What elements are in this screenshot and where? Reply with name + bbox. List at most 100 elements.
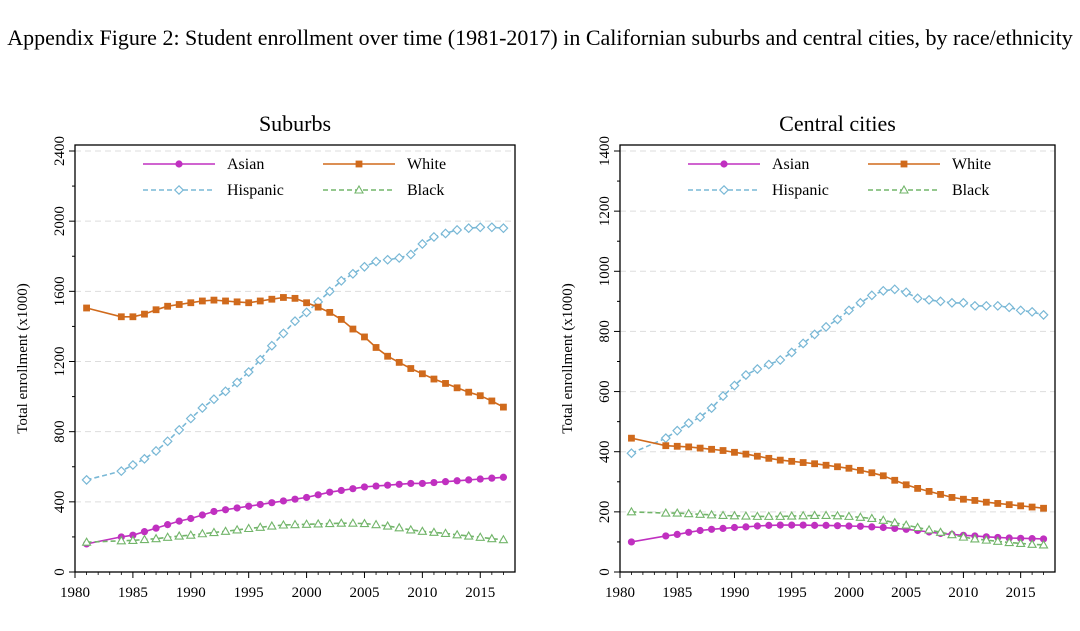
data-point-white (233, 298, 241, 306)
data-point-white (291, 294, 299, 302)
data-point-black (185, 530, 196, 539)
data-point-black (127, 535, 138, 544)
data-point-hispanic (992, 300, 1003, 311)
data-point-asian (164, 521, 172, 529)
data-point-white (349, 325, 357, 333)
y-tick-label: 1200 (52, 347, 68, 377)
x-tick-label: 1990 (719, 585, 749, 601)
data-point-black (290, 519, 300, 529)
data-point-hispanic (417, 238, 428, 250)
data-point-black (752, 511, 763, 520)
y-tick-label: 600 (597, 380, 613, 403)
x-tick-label: 2015 (465, 585, 495, 601)
data-point-white (673, 442, 681, 450)
legend-item-black: Black (323, 182, 444, 199)
data-point-white (765, 454, 773, 462)
data-point-black (695, 509, 706, 518)
data-point-asian (811, 521, 819, 529)
data-point-hispanic (116, 466, 127, 477)
data-point-asian (845, 522, 853, 530)
data-point-black (243, 523, 254, 533)
legend-marker-white (355, 160, 363, 168)
data-point-hispanic (912, 293, 923, 304)
data-point-hispanic (139, 453, 150, 464)
data-point-hispanic (832, 314, 843, 325)
x-tick-label: 2010 (948, 585, 978, 601)
y-axis-label: Total enrollment (x1000) (560, 283, 576, 434)
data-point-white (879, 472, 887, 480)
data-point-asian (407, 479, 415, 488)
data-point-hispanic (981, 300, 992, 311)
data-point-black (463, 530, 474, 540)
data-point-white (685, 443, 693, 451)
data-point-white (1005, 501, 1013, 509)
data-point-black (232, 524, 243, 534)
legend-marker-hispanic (718, 184, 730, 196)
data-point-asian (418, 479, 426, 488)
legend-label-white: White (952, 156, 991, 173)
data-point-white (372, 344, 380, 351)
x-tick-label: 2015 (1006, 585, 1036, 601)
data-point-white (488, 397, 496, 405)
data-point-asian (776, 521, 784, 529)
data-point-hispanic (958, 297, 969, 308)
data-point-black (220, 526, 231, 535)
data-point-hispanic (683, 418, 694, 429)
legend-label-black: Black (407, 182, 444, 199)
data-point-black (889, 517, 900, 527)
data-point-white (222, 297, 229, 305)
legend-label-asian: Asian (772, 156, 809, 173)
x-tick-label: 1980 (60, 585, 90, 601)
data-point-hispanic (208, 394, 219, 405)
data-point-asian (175, 517, 183, 525)
data-point-hispanic (878, 285, 889, 296)
x-tick-label: 1985 (662, 585, 692, 601)
data-point-asian (627, 538, 636, 546)
data-point-black (313, 518, 324, 528)
x-tick-label: 1980 (605, 585, 635, 601)
data-point-black (924, 524, 935, 534)
data-point-white (742, 450, 750, 458)
legend-item-asian: Asian (143, 156, 264, 173)
data-point-asian (314, 491, 322, 499)
data-point-black (866, 513, 877, 523)
legend-marker-asian (720, 160, 728, 168)
data-point-asian (291, 495, 299, 503)
data-point-hispanic (382, 254, 393, 265)
data-point-hispanic (889, 284, 900, 295)
data-point-white (994, 500, 1002, 507)
y-tick-label: 800 (597, 320, 613, 343)
legend-label-asian: Asian (227, 156, 264, 173)
legend-item-white: White (323, 156, 446, 173)
data-point-black (174, 530, 185, 540)
x-tick-label: 1995 (777, 585, 807, 601)
data-point-asian (187, 514, 195, 523)
data-point-white (442, 380, 449, 387)
data-point-white (326, 308, 334, 316)
data-point-hispanic (405, 249, 416, 260)
data-point-black (440, 528, 451, 537)
data-point-black (255, 522, 266, 531)
data-point-white (982, 498, 990, 506)
data-point-asian (799, 521, 807, 529)
y-tick-label: 400 (52, 491, 68, 514)
data-point-white (902, 481, 910, 489)
data-point-black (740, 510, 751, 520)
x-tick-label: 2000 (292, 585, 322, 601)
data-point-hispanic (301, 307, 312, 318)
data-point-asian (1039, 535, 1048, 543)
data-point-white (731, 448, 738, 456)
data-point-hispanic (809, 329, 820, 340)
data-point-black (382, 520, 393, 530)
data-point-asian (1017, 534, 1025, 542)
data-point-white (960, 495, 967, 503)
y-tick-label: 400 (597, 440, 613, 463)
data-point-hispanic (243, 366, 254, 378)
data-point-hispanic (359, 261, 370, 272)
data-point-black (660, 507, 671, 517)
legend-marker-black (354, 184, 364, 194)
data-point-white (822, 461, 830, 469)
data-point-white (141, 310, 148, 318)
data-point-hispanic (255, 354, 266, 365)
